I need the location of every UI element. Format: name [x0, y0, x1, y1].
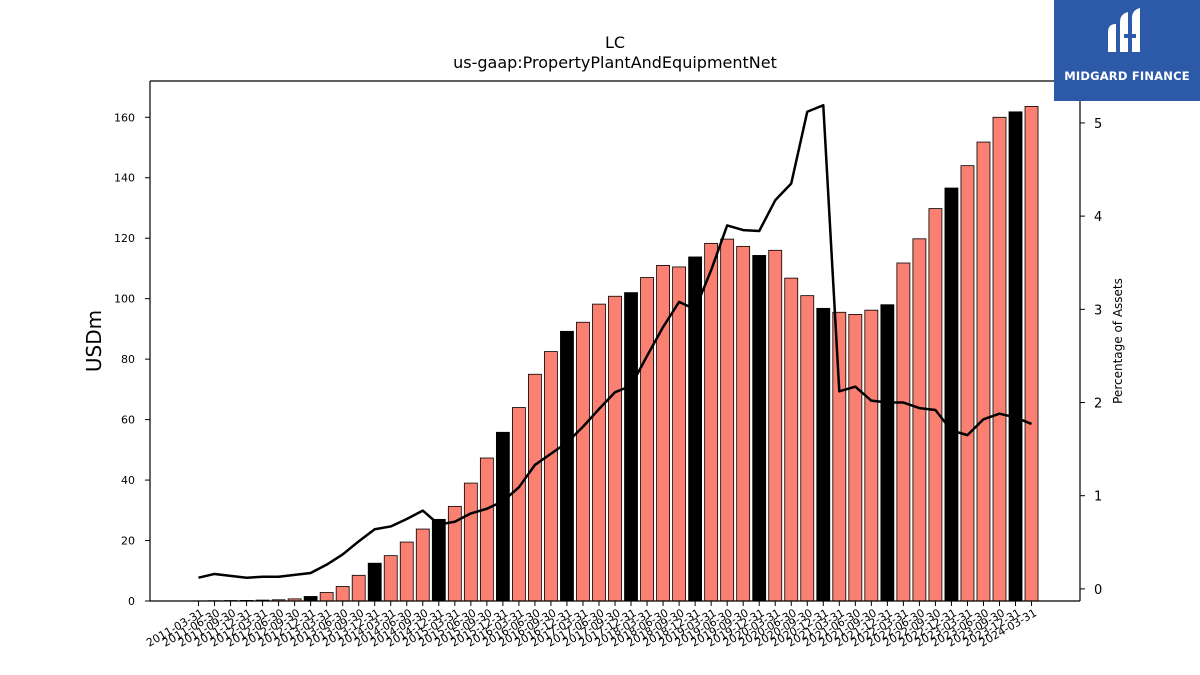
bar-2013-09-30	[351, 574, 366, 602]
y-tick-label: 0	[128, 595, 135, 608]
percentage-line	[198, 103, 1033, 579]
y-tick-label: 80	[121, 353, 135, 366]
bar-2020-03-31	[768, 249, 783, 602]
y-tick-label: 140	[114, 172, 135, 185]
y-ticks-group: 0 20 40 60 80 100 120 140 160	[114, 111, 150, 608]
bar-2021-03-31	[832, 311, 847, 602]
bar-2023-06-30	[976, 141, 991, 602]
bar-2014-12-31	[431, 518, 446, 602]
y2-tick-label: 5	[1094, 117, 1102, 132]
bar-2015-06-30	[463, 482, 478, 602]
bar-2022-06-30	[912, 238, 927, 602]
bar-2012-12-31	[303, 596, 318, 602]
bar-2013-03-31	[319, 592, 334, 602]
bar-2013-06-30	[335, 586, 350, 602]
y-axis-label: USDm	[82, 310, 106, 372]
bar-2022-03-31	[896, 262, 911, 602]
y2-tick-label: 1	[1094, 490, 1102, 505]
bar-2018-03-31	[640, 277, 654, 602]
line-group	[198, 103, 1033, 579]
bar-2019-12-31	[752, 255, 767, 602]
y2-tick-label: 4	[1094, 210, 1102, 225]
bar-2015-09-30	[479, 457, 494, 602]
bar-2021-09-30	[864, 309, 879, 602]
y-tick-label: 40	[121, 474, 135, 487]
bar-2016-12-31	[560, 330, 574, 602]
y-tick-label: 100	[114, 293, 135, 306]
bars-group	[191, 106, 1039, 602]
bar-2023-09-30	[992, 116, 1007, 602]
y-tick-label: 20	[121, 535, 135, 548]
bar-2017-06-30	[592, 303, 606, 602]
bar-2014-09-30	[415, 528, 430, 602]
logo-mark-icon	[1108, 8, 1140, 52]
y2-tick-label: 3	[1094, 303, 1102, 318]
axes-group	[149, 80, 1081, 602]
bar-2017-09-30	[608, 295, 622, 602]
bar-2021-12-31	[880, 304, 895, 602]
bar-2019-09-30	[736, 245, 751, 602]
bar-2021-06-30	[848, 313, 863, 602]
bar-2019-03-31	[704, 242, 719, 602]
bar-2023-03-31	[960, 165, 975, 602]
y-tick-label: 160	[114, 111, 135, 124]
y2-tick-label: 0	[1094, 583, 1102, 598]
bar-2016-06-30	[528, 373, 542, 602]
y2-ticks-group: 0 1 2 3 4 5	[1080, 117, 1102, 598]
bar-2017-12-31	[624, 292, 638, 602]
logo-text: MIDGARD FINANCE	[1064, 69, 1190, 83]
chart-title: LC	[605, 33, 625, 52]
bar-2017-03-31	[576, 321, 590, 602]
bar-2020-09-30	[800, 295, 815, 602]
bar-2022-09-30	[928, 208, 943, 602]
y2-tick-label: 2	[1094, 397, 1102, 412]
bar-2020-06-30	[784, 277, 799, 602]
bar-2014-06-30	[399, 541, 414, 602]
bar-2016-09-30	[544, 351, 558, 602]
bar-2014-03-31	[383, 555, 398, 602]
bar-2013-12-31	[367, 562, 382, 602]
bar-2019-06-30	[720, 238, 735, 602]
bar-2015-12-31	[495, 431, 510, 602]
brand-logo: MIDGARD FINANCE	[1054, 0, 1200, 101]
bar-2018-06-30	[656, 265, 670, 602]
y-tick-label: 60	[121, 414, 135, 427]
y-tick-label: 120	[114, 232, 135, 245]
chart-subtitle: us-gaap:PropertyPlantAndEquipmentNet	[453, 53, 777, 72]
bar-2018-09-30	[672, 266, 686, 602]
bar-2023-12-31	[1008, 111, 1023, 602]
bar-2016-03-31	[512, 407, 526, 602]
bar-2020-12-31	[816, 307, 831, 602]
bar-2022-12-31	[944, 187, 959, 602]
x-ticks-group: 2011-03-312011-06-302011-09-302011-12-31…	[144, 601, 1039, 650]
bar-2024-03-31	[1024, 106, 1039, 602]
y2-axis-label: Percentage of Assets	[1111, 278, 1125, 404]
